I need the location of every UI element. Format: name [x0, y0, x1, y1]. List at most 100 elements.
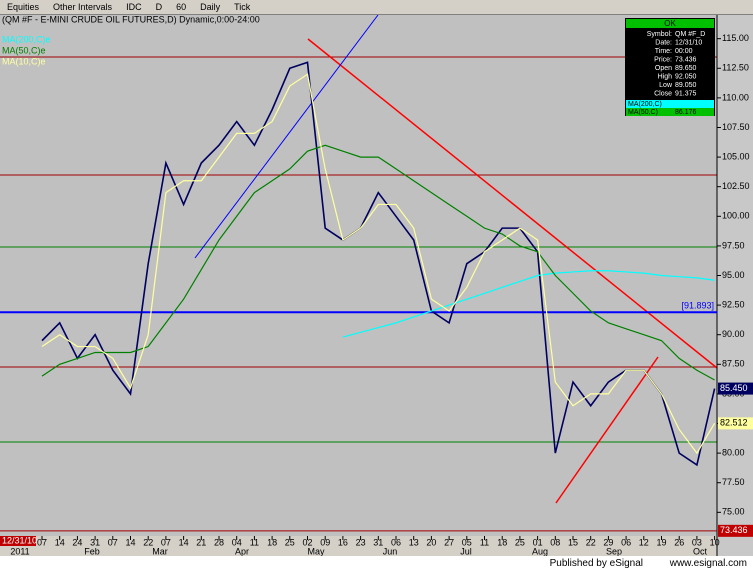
cursor-badge [718, 524, 753, 537]
value-badge-label: 82.512 [720, 418, 748, 428]
x-tick-label: 07 [161, 537, 171, 547]
study-row-bg [626, 100, 714, 108]
x-tick-label: 18 [497, 537, 507, 547]
x-tick-label: 04 [232, 537, 242, 547]
data-window-label: Low [659, 82, 673, 89]
data-window [625, 18, 715, 116]
x-tick-label: 06 [621, 537, 631, 547]
y-tick-label: 90.00 [722, 329, 745, 339]
x-tick-label: 19 [656, 537, 666, 547]
x-tick-label: 01 [533, 537, 543, 547]
legend-entry: MA(10,C)e [2, 56, 46, 66]
y-tick-label: 115.00 [722, 33, 749, 43]
toolbar-button[interactable]: Tick [234, 2, 251, 12]
x-tick-label: 14 [125, 537, 135, 547]
x-tick-label: 25 [285, 537, 295, 547]
reference-label: [91.893] [681, 301, 714, 311]
data-window-label: Time: [655, 48, 672, 55]
series-line [342, 270, 715, 338]
trend-line [194, 15, 379, 259]
data-window-label: Close [654, 90, 672, 97]
x-tick-label: 22 [143, 537, 153, 547]
data-window-value: 91.375 [675, 90, 697, 97]
toolbar: Equities Other Intervals IDC D 60 Daily Tick [0, 0, 753, 15]
x-tick-label: 14 [179, 537, 189, 547]
data-window-value: 92.050 [675, 73, 697, 80]
y-tick-label: 110.00 [722, 92, 749, 102]
cursor-date-bg [0, 536, 36, 546]
toolbar-button[interactable]: 60 [176, 2, 187, 12]
data-window-label: High [658, 73, 673, 80]
cursor-date: 12/31/10 [2, 535, 37, 545]
month-label: Apr [235, 546, 249, 556]
series-line [41, 144, 715, 381]
month-label: Mar [152, 546, 168, 556]
publisher: Published by eSignal [549, 558, 643, 569]
x-tick-label: 08 [550, 537, 560, 547]
x-tick-label: 22 [586, 537, 596, 547]
data-window-value: QM #F_D [675, 31, 705, 38]
axis-bg [717, 15, 753, 556]
x-tick-label: 03 [692, 537, 702, 547]
y-tick-label: 80.00 [722, 447, 745, 457]
legend-entry: MA(50,C)e [2, 45, 46, 55]
x-tick-label: 12 [639, 537, 649, 547]
x-tick-label: 11 [480, 537, 489, 547]
x-tick-label: 23 [356, 537, 366, 547]
data-window-value: 12/31/10 [675, 39, 702, 46]
url[interactable]: www.esignal.com [669, 558, 747, 569]
y-tick-label: 75.00 [722, 507, 745, 517]
y-tick-label: 87.50 [722, 359, 745, 369]
chart-title: (QM #F - E-MINI CRUDE OIL FUTURES,D) Dyn… [2, 15, 260, 24]
month-label: 2011 [10, 546, 29, 556]
plot-bg [0, 15, 717, 536]
month-label: Jul [460, 546, 472, 556]
y-tick-label: 95.00 [722, 270, 745, 280]
y-tick-label: 105.00 [722, 151, 750, 161]
y-tick-label: 112.50 [722, 63, 749, 73]
data-window-header-label: OK [664, 19, 676, 28]
month-label: Aug [532, 546, 548, 556]
x-tick-label: 21 [196, 537, 206, 547]
toolbar-button[interactable]: Daily [200, 2, 221, 12]
toolbar-button[interactable]: Equities [7, 2, 40, 12]
x-tick-label: 11 [250, 537, 259, 547]
x-tick-label: 31 [373, 537, 383, 547]
legend-entry: MA(200,C)e [2, 34, 51, 44]
x-tick-label: 25 [515, 537, 525, 547]
data-window-label: Date: [655, 39, 672, 46]
toolbar-button[interactable]: D [155, 2, 163, 12]
x-tick-label: 14 [55, 537, 65, 547]
data-window-value: 73.436 [675, 56, 697, 63]
x-tick-label: 10 [710, 537, 720, 547]
x-tick-label: 13 [409, 537, 419, 547]
x-tick-label: 05 [462, 537, 472, 547]
date-axis-bg [0, 536, 717, 556]
month-label: Sep [606, 546, 622, 556]
toolbar-button[interactable]: Other Intervals [53, 2, 113, 12]
cursor-label: 73.436 [720, 525, 748, 535]
toolbar-button[interactable]: IDC [126, 2, 142, 12]
x-tick-label: 18 [267, 537, 277, 547]
x-tick-label: 07 [37, 537, 47, 547]
study-label: MA(200,C) [628, 101, 662, 108]
x-tick-label: 31 [90, 537, 100, 547]
data-window-label: Open [655, 65, 672, 72]
value-badge-label: 85.450 [720, 383, 748, 393]
data-window-label: Price: [654, 56, 672, 63]
value-badge [718, 417, 753, 430]
data-window-header [626, 19, 714, 28]
data-window-value: 00:00 [675, 48, 693, 55]
data-window-value: 89.050 [675, 82, 697, 89]
study-value: 86.176 [675, 109, 697, 116]
x-tick-label: 06 [391, 537, 401, 547]
chart: (QM #F - E-MINI CRUDE OIL FUTURES,D) Dyn… [0, 15, 753, 556]
value-badge [718, 382, 753, 395]
x-tick-label: 07 [108, 537, 118, 547]
data-window-value: 89.650 [675, 65, 697, 72]
x-tick-label: 09 [320, 537, 330, 547]
y-tick-label: 92.50 [722, 299, 745, 309]
y-tick-label: 100.00 [722, 211, 750, 221]
x-tick-label: 20 [426, 537, 436, 547]
